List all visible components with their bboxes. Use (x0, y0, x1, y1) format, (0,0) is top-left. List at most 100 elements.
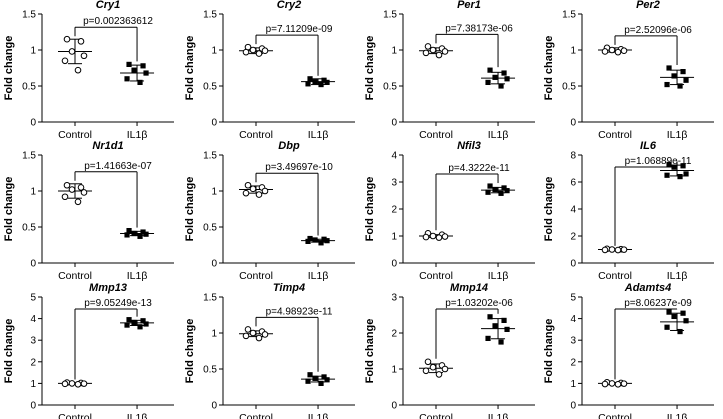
y-tick-label: 0.5 (22, 223, 36, 234)
panel-cry1: Cry1 Fold change 0 0.5 1 1.5 Control IL1β p=0.00… (3, 0, 174, 141)
treated-point (318, 380, 324, 386)
y-tick-label: 0 (391, 259, 397, 270)
treated-point (321, 77, 327, 83)
y-tick-label: 0 (211, 118, 217, 129)
x-tick-label: Control (598, 270, 632, 282)
y-tick-label: 1.5 (203, 10, 217, 21)
panel-nfil3: Nfil3 Fold change 0 1 2 3 4 Control IL1β p=4.3222… (364, 140, 535, 282)
y-tick-label: 0 (30, 259, 36, 270)
y-tick-label: 1 (211, 329, 217, 340)
panel-title: Mmp13 (89, 282, 127, 294)
x-tick-label: Control (598, 129, 632, 141)
treated-point (487, 67, 493, 73)
treated-point (501, 70, 507, 76)
control-point (422, 233, 430, 241)
y-axis-label: Fold change (184, 36, 196, 101)
treated-point (666, 65, 672, 71)
treated-point (683, 171, 689, 177)
treated-point (124, 232, 130, 238)
treated-point (131, 230, 137, 237)
y-tick-label: 0 (570, 259, 576, 270)
treated-point (487, 314, 493, 320)
treated-point (312, 237, 318, 243)
y-tick-label: 1 (211, 187, 217, 198)
control-point (429, 46, 437, 54)
control-point (74, 66, 82, 74)
treated-point (305, 238, 311, 244)
y-tick-label: 1 (570, 379, 576, 390)
control-point (255, 334, 263, 342)
treated-point (140, 318, 146, 324)
control-point (242, 48, 250, 56)
p-value-label: p=0.002363612 (83, 16, 153, 27)
p-value-label: p=4.98923e-11 (266, 306, 333, 317)
panel-title: Per2 (636, 0, 660, 11)
x-tick-label: Control (58, 270, 92, 282)
x-tick-label: Control (239, 270, 273, 282)
treated-point (677, 174, 683, 180)
y-tick-label: 0.5 (203, 365, 217, 376)
treated-point (321, 374, 327, 380)
p-value-label: p=1.03202e-06 (445, 298, 513, 309)
y-tick-label: 1 (391, 232, 397, 243)
y-tick-label: 1 (570, 46, 576, 57)
control-point (68, 380, 76, 387)
treated-point (143, 321, 149, 327)
p-value-label: p=2.52096e-06 (624, 25, 692, 36)
y-tick-label: 0 (211, 401, 217, 412)
treated-point (504, 76, 510, 82)
p-value-label: p=1.06889e-11 (625, 156, 692, 167)
panel-title: Nr1d1 (92, 140, 123, 152)
control-point (608, 46, 616, 54)
y-axis-label: Fold change (184, 177, 196, 242)
control-point (441, 233, 449, 240)
y-tick-label: 1.5 (22, 10, 36, 21)
y-tick-label: 8 (570, 151, 576, 162)
panel-title: Nfil3 (457, 140, 481, 152)
treated-point (680, 69, 686, 75)
control-point (77, 38, 85, 45)
y-tick-label: 1 (391, 46, 397, 57)
control-point (249, 185, 257, 193)
treated-point (492, 323, 498, 329)
x-tick-label: IL1β (667, 412, 688, 419)
control-point (80, 380, 88, 387)
treated-point (664, 172, 670, 178)
treated-point (487, 183, 493, 189)
y-tick-label: 0.5 (203, 223, 217, 234)
y-tick-label: 1 (30, 379, 36, 390)
treated-point (126, 317, 132, 323)
treated-point (305, 81, 311, 87)
treated-point (321, 236, 327, 242)
treated-point (126, 61, 132, 67)
panel-mmp13: Mmp13 Fold change 0 1 2 3 4 5 Control IL1β p=9.052… (3, 282, 174, 419)
control-point (608, 246, 616, 253)
control-point (261, 47, 269, 55)
y-tick-label: 0 (391, 118, 397, 129)
control-point (429, 232, 437, 240)
control-point (601, 380, 609, 388)
control-point (77, 184, 85, 191)
control-point (620, 246, 628, 253)
x-tick-label: IL1β (308, 129, 329, 141)
y-tick-label: 1 (211, 46, 217, 57)
x-tick-label: Control (419, 412, 453, 419)
y-axis-label: Fold change (543, 36, 555, 101)
treated-point (683, 318, 689, 324)
y-axis-label: Fold change (364, 36, 376, 101)
x-tick-label: Control (239, 129, 273, 141)
y-axis-label: Fold change (3, 36, 15, 101)
panel-title: IL6 (640, 140, 657, 152)
y-tick-label: 0 (30, 401, 36, 412)
control-point (441, 48, 449, 55)
treated-point (683, 77, 689, 83)
control-point (244, 326, 252, 333)
control-point (74, 198, 82, 206)
treated-point (485, 79, 491, 85)
y-axis-label: Fold change (3, 177, 15, 242)
control-point (68, 48, 76, 55)
y-tick-label: 1.5 (203, 151, 217, 162)
y-tick-label: 3 (391, 178, 397, 189)
y-axis-label: Fold change (543, 177, 555, 242)
